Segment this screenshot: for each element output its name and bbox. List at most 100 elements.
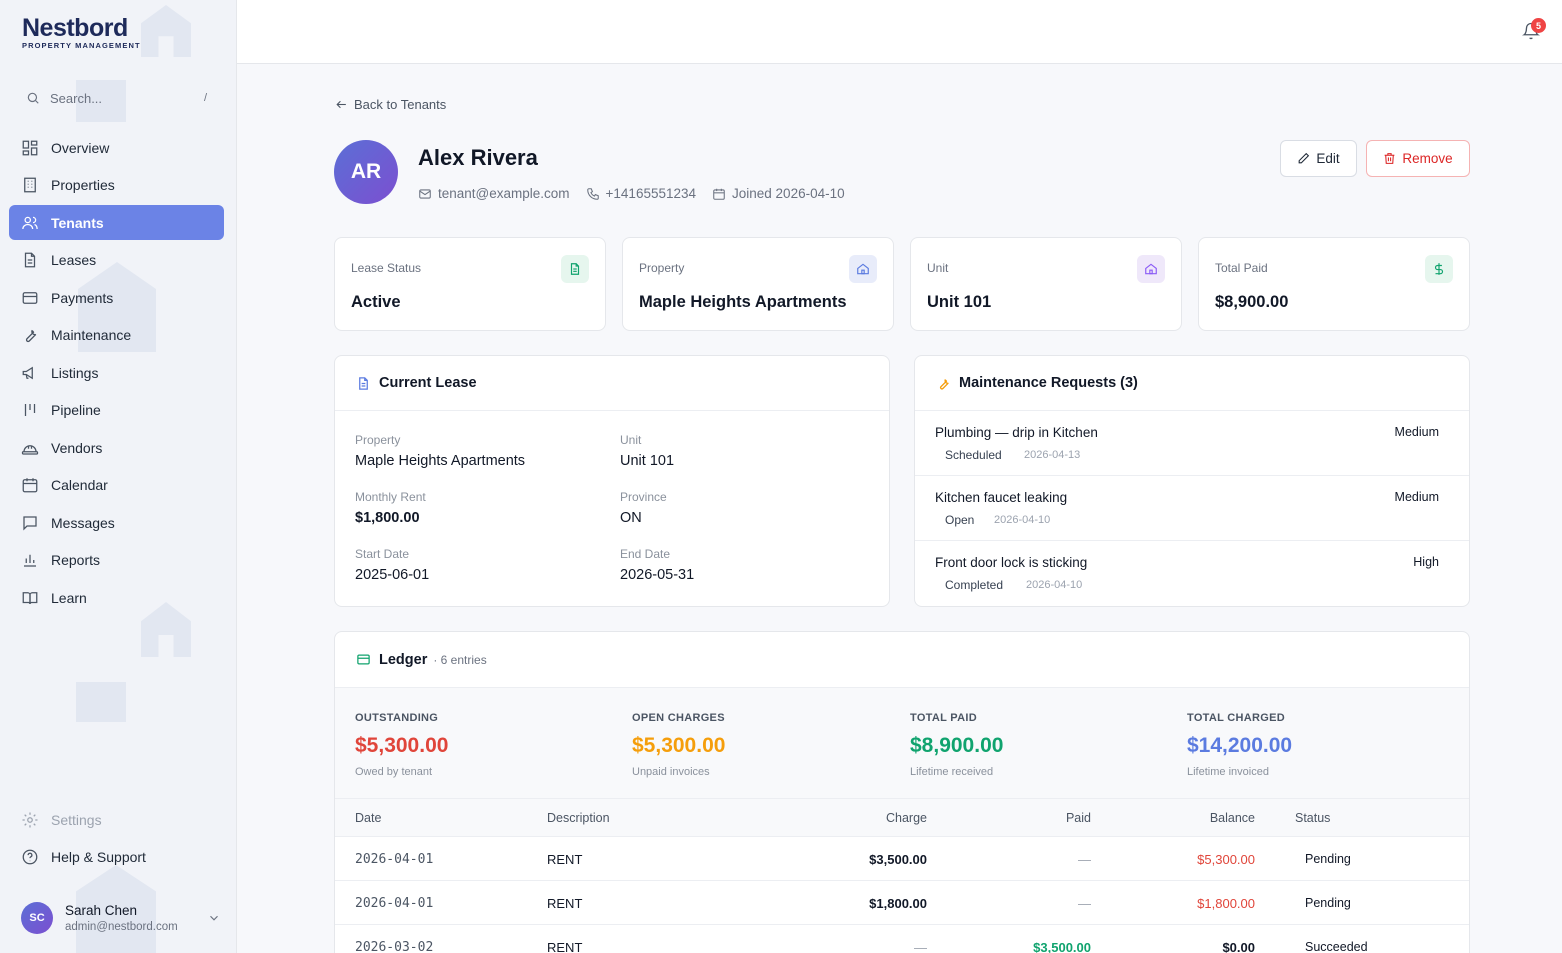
current-lease-panel: Current Lease Property Maple Heights Apa… xyxy=(334,355,890,607)
user-name: Sarah Chen xyxy=(65,903,138,918)
column-header[interactable]: Status xyxy=(1295,811,1331,825)
cell-description: RENT xyxy=(547,896,583,911)
sidebar-item-vendors[interactable]: Vendors xyxy=(9,430,224,465)
sidebar-item-label: Reports xyxy=(51,552,101,568)
sidebar-item-listings[interactable]: Listings xyxy=(9,355,224,390)
wrench-icon xyxy=(940,378,949,389)
status-badge: Pending xyxy=(1305,896,1351,910)
sidebar-item-help[interactable]: Help & Support xyxy=(9,840,224,875)
trash-icon xyxy=(1384,153,1395,164)
panel-title: Maintenance Requests (3) xyxy=(959,375,1138,391)
sidebar-item-maintenance[interactable]: Maintenance xyxy=(9,318,224,353)
lease-province: Province ON xyxy=(620,490,667,526)
field-label: Province xyxy=(620,490,667,504)
search-input[interactable]: Search... / xyxy=(14,84,219,112)
edit-button[interactable]: Edit xyxy=(1280,140,1357,177)
tenant-joined-text: Joined 2026-04-10 xyxy=(732,186,845,201)
sidebar-item-calendar[interactable]: Calendar xyxy=(9,468,224,503)
maintenance-requests-panel: Maintenance Requests (3) Plumbing — drip… xyxy=(914,355,1470,607)
sidebar-item-tenants[interactable]: Tenants xyxy=(9,205,224,240)
chart-icon xyxy=(24,554,36,567)
summary-sub: Unpaid invoices xyxy=(632,766,710,778)
sidebar-item-leases[interactable]: Leases xyxy=(9,243,224,278)
summary-sub: Lifetime received xyxy=(910,766,994,778)
cell-paid: $3,500.00 xyxy=(1033,940,1091,953)
search-placeholder: Search... xyxy=(50,90,103,106)
chevron-down-icon xyxy=(210,915,218,921)
sidebar-item-label: Payments xyxy=(51,289,114,306)
tenant-joined: Joined 2026-04-10 xyxy=(712,186,845,201)
sidebar-item-learn[interactable]: Learn xyxy=(9,580,224,615)
table-row[interactable]: 2026-03-02 RENT — $3,500.00 $0.00 Succee… xyxy=(335,925,1469,953)
sidebar-item-overview[interactable]: Overview xyxy=(9,130,224,165)
background-house-icon xyxy=(76,80,126,122)
card-icon xyxy=(22,291,38,304)
document-icon xyxy=(359,376,368,390)
field-label: Unit xyxy=(620,433,642,447)
summary-value: $8,900.00 xyxy=(910,734,1004,757)
request-title: Kitchen faucet leaking xyxy=(935,490,1068,505)
summary-label: OPEN CHARGES xyxy=(632,712,725,724)
table-row[interactable]: 2026-04-01 RENT $3,500.00 — $5,300.00 Pe… xyxy=(335,837,1469,881)
users-icon xyxy=(22,216,38,229)
phone-icon xyxy=(586,187,599,200)
panel-header: Maintenance Requests (3) xyxy=(915,356,1469,411)
remove-button[interactable]: Remove xyxy=(1366,140,1470,177)
back-to-tenants-link[interactable]: Back to Tenants xyxy=(335,97,446,112)
summary-value: $14,200.00 xyxy=(1187,734,1293,757)
sidebar-item-label: Settings xyxy=(51,811,102,828)
sidebar-item-settings[interactable]: Settings xyxy=(9,802,224,837)
notifications-button[interactable]: 5 xyxy=(1522,18,1546,45)
user-menu[interactable]: SC Sarah Chen admin@nestbord.com xyxy=(21,902,221,934)
book-icon xyxy=(22,591,38,604)
stat-label: Property xyxy=(639,261,685,275)
sidebar-nav: Overview Properties Tenants Leases Payme… xyxy=(9,130,224,618)
list-item[interactable]: Plumbing — drip in Kitchen Medium Schedu… xyxy=(915,411,1469,476)
summary-label: TOTAL CHARGED xyxy=(1187,712,1286,724)
search-shortcut: / xyxy=(203,92,207,104)
summary-outstanding: OUTSTANDING $5,300.00 Owed by tenant xyxy=(355,712,448,778)
cell-balance: $5,300.00 xyxy=(1197,852,1255,867)
sidebar-item-label: Vendors xyxy=(51,439,103,456)
stat-value: $8,900.00 xyxy=(1215,293,1289,311)
stat-label: Unit xyxy=(927,261,949,275)
column-header[interactable]: Description xyxy=(547,811,610,825)
brand-logo[interactable]: Nestbord PROPERTY MANAGEMENT xyxy=(22,14,141,50)
lease-start-date: Start Date 2025-06-01 xyxy=(355,547,429,583)
list-item[interactable]: Kitchen faucet leaking Medium Open 2026-… xyxy=(915,476,1469,541)
sidebar-item-messages[interactable]: Messages xyxy=(9,505,224,540)
summary-value: $5,300.00 xyxy=(355,734,449,757)
cell-charge: $1,800.00 xyxy=(869,896,927,911)
summary-label: OUTSTANDING xyxy=(355,712,439,724)
column-header[interactable]: Balance xyxy=(1209,811,1255,825)
cell-charge: $3,500.00 xyxy=(869,852,927,867)
home-icon xyxy=(1137,255,1165,283)
document-icon xyxy=(561,255,589,283)
list-item[interactable]: Front door lock is sticking High Complet… xyxy=(915,541,1469,606)
sidebar-item-label: Pipeline xyxy=(51,402,101,418)
table-header: Date Description Charge Paid Balance Sta… xyxy=(335,798,1469,837)
column-header[interactable]: Paid xyxy=(1065,811,1091,825)
sidebar-item-label: Leases xyxy=(51,252,97,268)
column-header[interactable]: Charge xyxy=(886,811,927,825)
sidebar-item-pipeline[interactable]: Pipeline xyxy=(9,393,224,428)
tenant-phone[interactable]: +14165551234 xyxy=(586,186,696,201)
column-header[interactable]: Date xyxy=(355,811,382,825)
sidebar-item-reports[interactable]: Reports xyxy=(9,543,224,578)
tenant-email[interactable]: tenant@example.com xyxy=(418,186,570,201)
field-value: Unit 101 xyxy=(620,453,675,469)
pencil-icon xyxy=(1298,152,1310,164)
mail-icon xyxy=(419,188,431,199)
table-row[interactable]: 2026-04-01 RENT $1,800.00 — $1,800.00 Pe… xyxy=(335,881,1469,925)
cell-paid: — xyxy=(1078,896,1091,911)
cell-description: RENT xyxy=(547,852,583,867)
summary-total-paid: TOTAL PAID $8,900.00 Lifetime received xyxy=(910,712,1003,778)
sidebar-item-properties[interactable]: Properties xyxy=(9,168,224,203)
cell-paid: — xyxy=(1078,852,1091,867)
entry-count: · 6 entries xyxy=(433,652,487,667)
user-email: admin@nestbord.com xyxy=(65,921,178,933)
sidebar-item-payments[interactable]: Payments xyxy=(9,280,224,315)
calendar-icon xyxy=(22,478,38,493)
summary-total-charged: TOTAL CHARGED $14,200.00 Lifetime invoic… xyxy=(1187,712,1292,778)
background-house-icon xyxy=(76,682,126,722)
